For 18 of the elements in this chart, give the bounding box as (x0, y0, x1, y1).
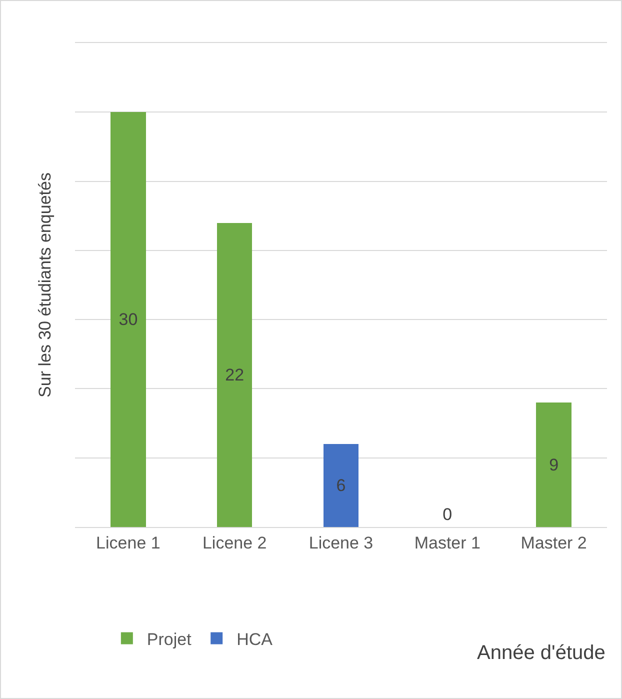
x-tick-label: Master 2 (520, 533, 587, 552)
data-label: 0 (442, 505, 452, 524)
x-tick-label: Licene 2 (202, 533, 267, 552)
legend-label: Projet (146, 630, 192, 649)
data-label: 22 (225, 365, 244, 384)
x-axis-title: Année d'étude (477, 642, 606, 664)
bar (536, 402, 572, 527)
bar (217, 222, 252, 527)
data-label: 30 (118, 310, 138, 330)
x-tick-label: Licene 3 (308, 533, 374, 552)
y-axis-title: Sur les 30 étudiants enquetés (36, 172, 55, 398)
bar (323, 444, 359, 527)
data-label: 6 (336, 476, 346, 496)
x-tick-label: Licene 1 (96, 533, 160, 552)
data-label: 9 (549, 455, 559, 474)
x-tick-label: Master 1 (414, 533, 480, 552)
bar (110, 112, 146, 527)
legend-label: HCA (236, 630, 274, 649)
